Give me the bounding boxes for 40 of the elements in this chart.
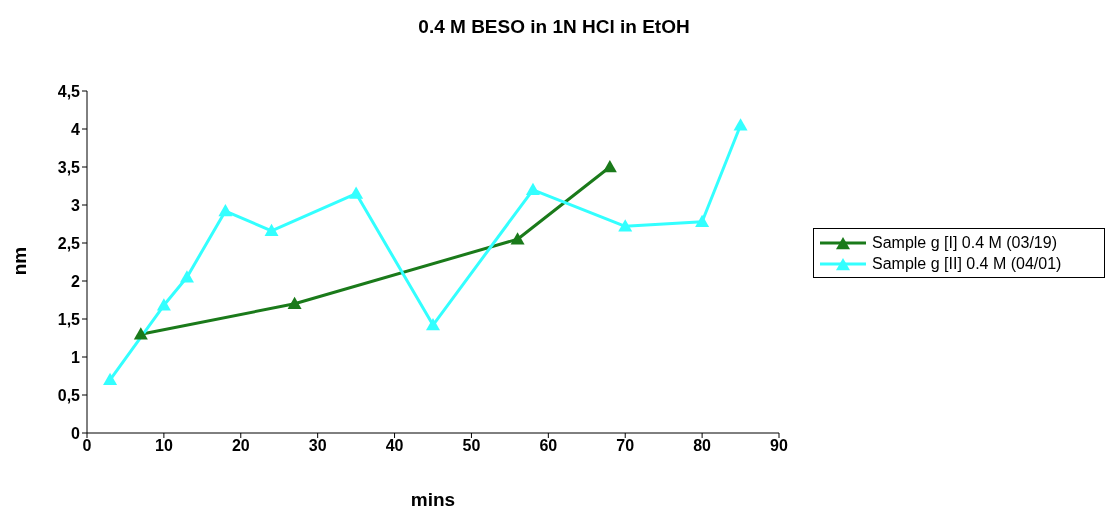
legend-label: Sample g [II] 0.4 M (04/01) [872, 254, 1062, 274]
point [525, 182, 540, 196]
point [733, 118, 748, 131]
point [287, 296, 302, 310]
point [602, 160, 617, 173]
y-tick-label: 1,5 [57, 310, 81, 328]
y-tick-label: 2 [71, 272, 81, 290]
legend-label: Sample g [I] 0.4 M (03/19) [872, 233, 1057, 253]
point [695, 214, 710, 227]
x-tick-label: 10 [154, 437, 173, 455]
x-tick-label: 30 [308, 437, 327, 455]
x-tick-label: 70 [616, 437, 635, 455]
point [103, 372, 118, 386]
x-tick-label: 90 [770, 437, 788, 455]
point [156, 298, 171, 311]
point [133, 327, 148, 340]
y-tick-label: 0,5 [57, 386, 81, 404]
x-tick-label: 80 [693, 437, 712, 455]
point [349, 186, 364, 199]
point [179, 270, 194, 283]
x-tick-label: 50 [462, 437, 481, 455]
y-axis-title: nm [9, 245, 31, 278]
y-tick-label: 3,5 [57, 158, 81, 176]
x-axis-title: mins [409, 489, 457, 510]
x-tick-label: 20 [231, 437, 250, 455]
point [264, 223, 279, 237]
y-tick-label: 1 [71, 348, 81, 366]
x-tick-label: 0 [82, 437, 92, 455]
x-tick-label: 40 [385, 437, 404, 455]
y-tick-label: 0 [71, 424, 81, 442]
point [426, 318, 440, 331]
point [618, 219, 633, 232]
point [510, 232, 525, 245]
y-tick-label: 2,5 [57, 234, 81, 252]
x-tick-label: 60 [539, 437, 558, 455]
y-tick-label: 4 [71, 120, 81, 138]
y-tick-label: 4,5 [57, 82, 81, 100]
point [218, 204, 233, 217]
y-tick-label: 3 [71, 196, 81, 214]
chart-title: 0.4 M BESO in 1N HCl in EtOH [417, 16, 691, 38]
